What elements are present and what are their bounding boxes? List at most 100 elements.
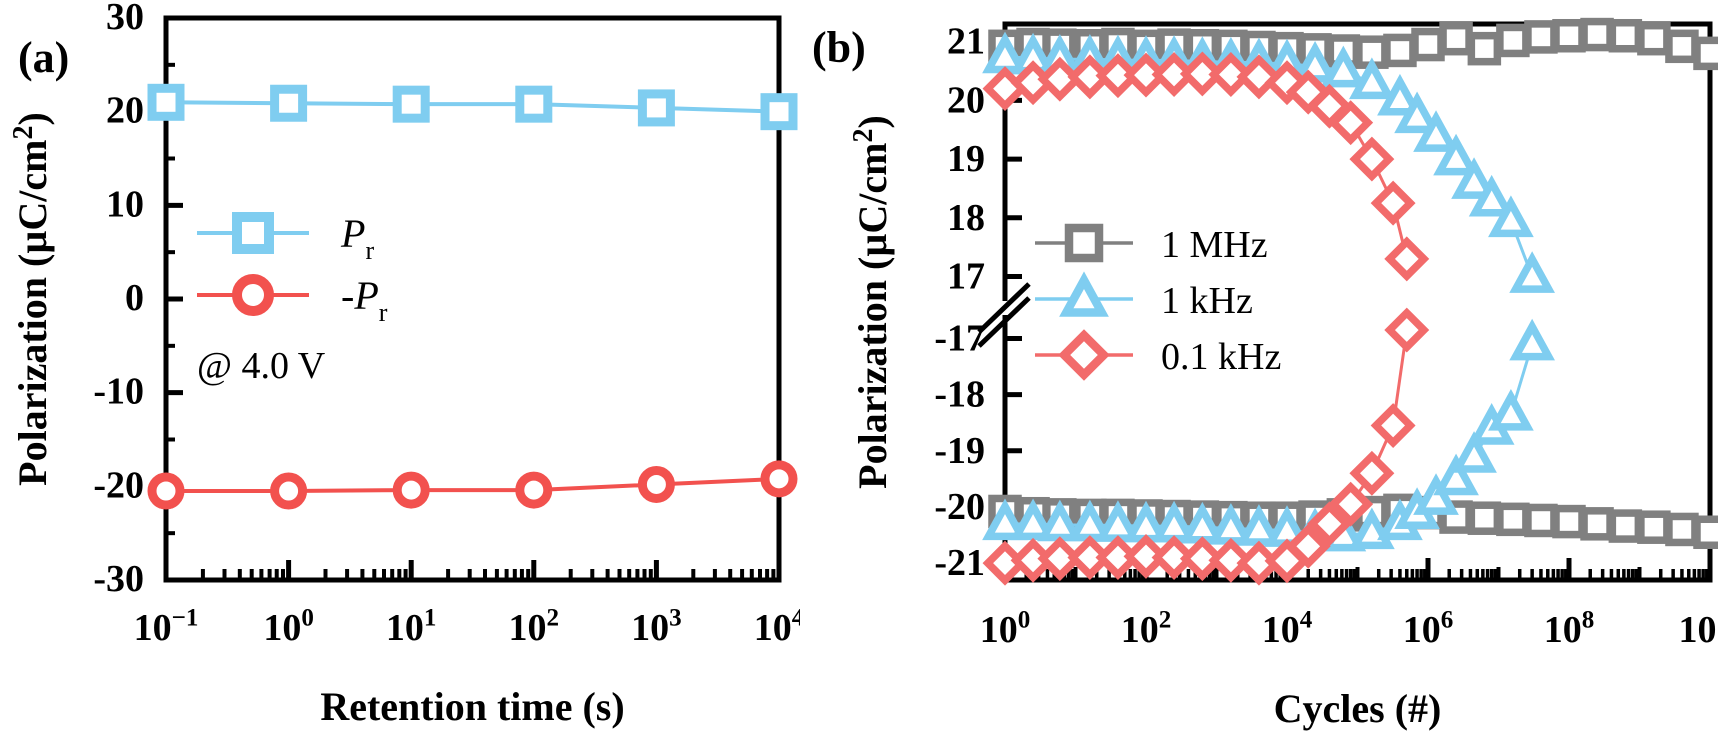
panel-b-ytick-label: 18 xyxy=(947,197,985,239)
panel-b: 1 MHz 1 kHz 0.1 kHz 17 18 19 20 21 -21 -20 -19 -18… xyxy=(800,0,1718,747)
data-marker-triangle xyxy=(1451,431,1497,473)
data-marker-diamond xyxy=(1349,136,1395,182)
panel-a-ytick-label: 0 xyxy=(125,277,144,319)
data-marker-square xyxy=(1064,223,1104,263)
panel-a-series--Pr xyxy=(147,460,798,510)
panel-b-ylabel-text: Polarization (µC/cm2) xyxy=(848,115,895,489)
panel-b-legend-entry: 0.1 kHz xyxy=(1035,329,1281,381)
data-marker-triangle xyxy=(1433,133,1479,176)
panel-b-text: 17 18 19 20 21 -21 -20 -19 -18 -17 100 102 104 106 108… xyxy=(812,21,1718,731)
data-marker-triangle xyxy=(1488,195,1534,238)
panel-b-series-1-MHz xyxy=(988,17,1718,550)
panel-a-xtick-label: 102 xyxy=(509,605,560,649)
panel-a-ytick-label: 30 xyxy=(106,0,144,38)
data-marker-triangle xyxy=(1010,498,1056,541)
panel-a-ticks xyxy=(166,62,782,580)
panel-a-xtick-label: 100 xyxy=(263,605,314,649)
data-marker-square xyxy=(1439,21,1473,56)
data-marker-diamond xyxy=(1208,537,1254,583)
series-line xyxy=(165,100,780,114)
data-marker-square xyxy=(147,83,185,121)
panel-b-ytick-label: 21 xyxy=(947,21,985,63)
data-marker-triangle xyxy=(1451,157,1497,199)
data-marker-square xyxy=(1411,27,1445,62)
panel-a-legend-label: -Pr xyxy=(341,273,388,327)
panel-b-ytick-label: 17 xyxy=(947,256,985,298)
data-marker-diamond xyxy=(1370,403,1416,448)
data-marker-triangle xyxy=(1059,271,1109,317)
panel-b-legend-entry: 1 kHz xyxy=(1035,271,1253,322)
data-marker-square xyxy=(1552,504,1586,539)
data-marker-circle xyxy=(392,471,430,509)
axis-break-slash xyxy=(977,296,1031,348)
data-marker-square xyxy=(392,85,430,123)
panel-b-xtick-label: 108 xyxy=(1544,607,1595,651)
panel-a-ylabel-text: Polarization (µC/cm2) xyxy=(8,112,55,486)
data-marker-square xyxy=(1524,503,1558,538)
panel-a-ytick-label: 20 xyxy=(106,90,144,132)
panel-b-axis-break-icon xyxy=(977,282,1031,348)
data-marker-square xyxy=(1637,510,1671,544)
data-marker-diamond xyxy=(1264,60,1310,106)
data-marker-circle xyxy=(637,465,675,503)
data-marker-square xyxy=(270,84,308,122)
panel-a-ytick-label: 10 xyxy=(106,183,144,225)
data-marker-circle xyxy=(147,472,185,510)
svg-text:106: 106 xyxy=(1403,607,1454,651)
panel-a-ytick-label: -20 xyxy=(93,464,144,506)
panel-a-series-Pr xyxy=(147,83,798,131)
data-marker-square xyxy=(232,212,274,254)
data-marker-circle xyxy=(515,471,553,509)
panel-b-ytick-label: 20 xyxy=(947,79,985,121)
data-marker-diamond xyxy=(1179,51,1225,97)
data-marker-square xyxy=(1552,18,1586,53)
data-marker-triangle xyxy=(1349,57,1395,100)
data-marker-square xyxy=(1496,23,1530,58)
panel-b-data-series xyxy=(982,17,1718,586)
panel-b-legend-label: 0.1 kHz xyxy=(1161,336,1281,378)
data-marker-triangle xyxy=(1320,45,1367,88)
panel-b-xtick-label: 106 xyxy=(1403,607,1454,651)
data-marker-square xyxy=(515,85,553,123)
panel-b-ytick-label: -20 xyxy=(934,486,985,528)
data-marker-triangle xyxy=(1377,73,1423,116)
panel-a-ytick-label: -30 xyxy=(93,558,144,600)
svg-text:101: 101 xyxy=(386,605,437,649)
data-marker-triangle xyxy=(1488,389,1534,431)
panel-b-ytick-label: -19 xyxy=(934,430,985,472)
data-marker-diamond xyxy=(1384,307,1430,353)
panel-a-legend: Pr -Pr xyxy=(197,211,388,327)
data-marker-square xyxy=(1637,21,1671,56)
data-marker-square xyxy=(1383,33,1417,68)
panel-b-legend-label: 1 MHz xyxy=(1161,224,1268,266)
panel-b-ytick-label: -17 xyxy=(934,317,985,359)
data-marker-circle xyxy=(270,472,308,510)
data-marker-diamond xyxy=(1306,501,1352,547)
data-marker-square xyxy=(760,93,798,131)
data-marker-circle xyxy=(760,460,798,498)
panel-a-svg: -30 -20 -10 0 10 20 30 10−1 100 101 102 103 104 (a) Po… xyxy=(8,0,800,729)
data-marker-diamond xyxy=(1179,536,1225,582)
series-line xyxy=(166,476,780,494)
data-marker-square xyxy=(1496,502,1530,537)
data-marker-triangle xyxy=(1468,174,1515,217)
data-marker-diamond xyxy=(1285,523,1331,569)
svg-text:103: 103 xyxy=(631,605,682,649)
data-marker-circle xyxy=(232,274,274,316)
svg-text:102: 102 xyxy=(1121,607,1172,651)
panel-a: -30 -20 -10 0 10 20 30 10−1 100 101 102 103 104 (a) Po… xyxy=(0,0,800,747)
panel-a-data-series xyxy=(147,83,798,510)
data-marker-diamond xyxy=(1384,236,1430,282)
panel-b-ytick-label: -18 xyxy=(934,374,985,416)
svg-text:104: 104 xyxy=(754,605,800,649)
data-marker-square xyxy=(1580,507,1614,541)
panel-a-xlabel-text: Retention time (s) xyxy=(320,684,624,729)
data-marker-triangle xyxy=(1509,318,1555,361)
data-marker-diamond xyxy=(1123,533,1169,579)
data-marker-square xyxy=(1693,515,1718,550)
data-marker-diamond xyxy=(1328,481,1374,527)
svg-text:104: 104 xyxy=(1262,607,1313,651)
svg-text:108: 108 xyxy=(1544,607,1595,651)
data-marker-triangle xyxy=(1509,251,1555,293)
